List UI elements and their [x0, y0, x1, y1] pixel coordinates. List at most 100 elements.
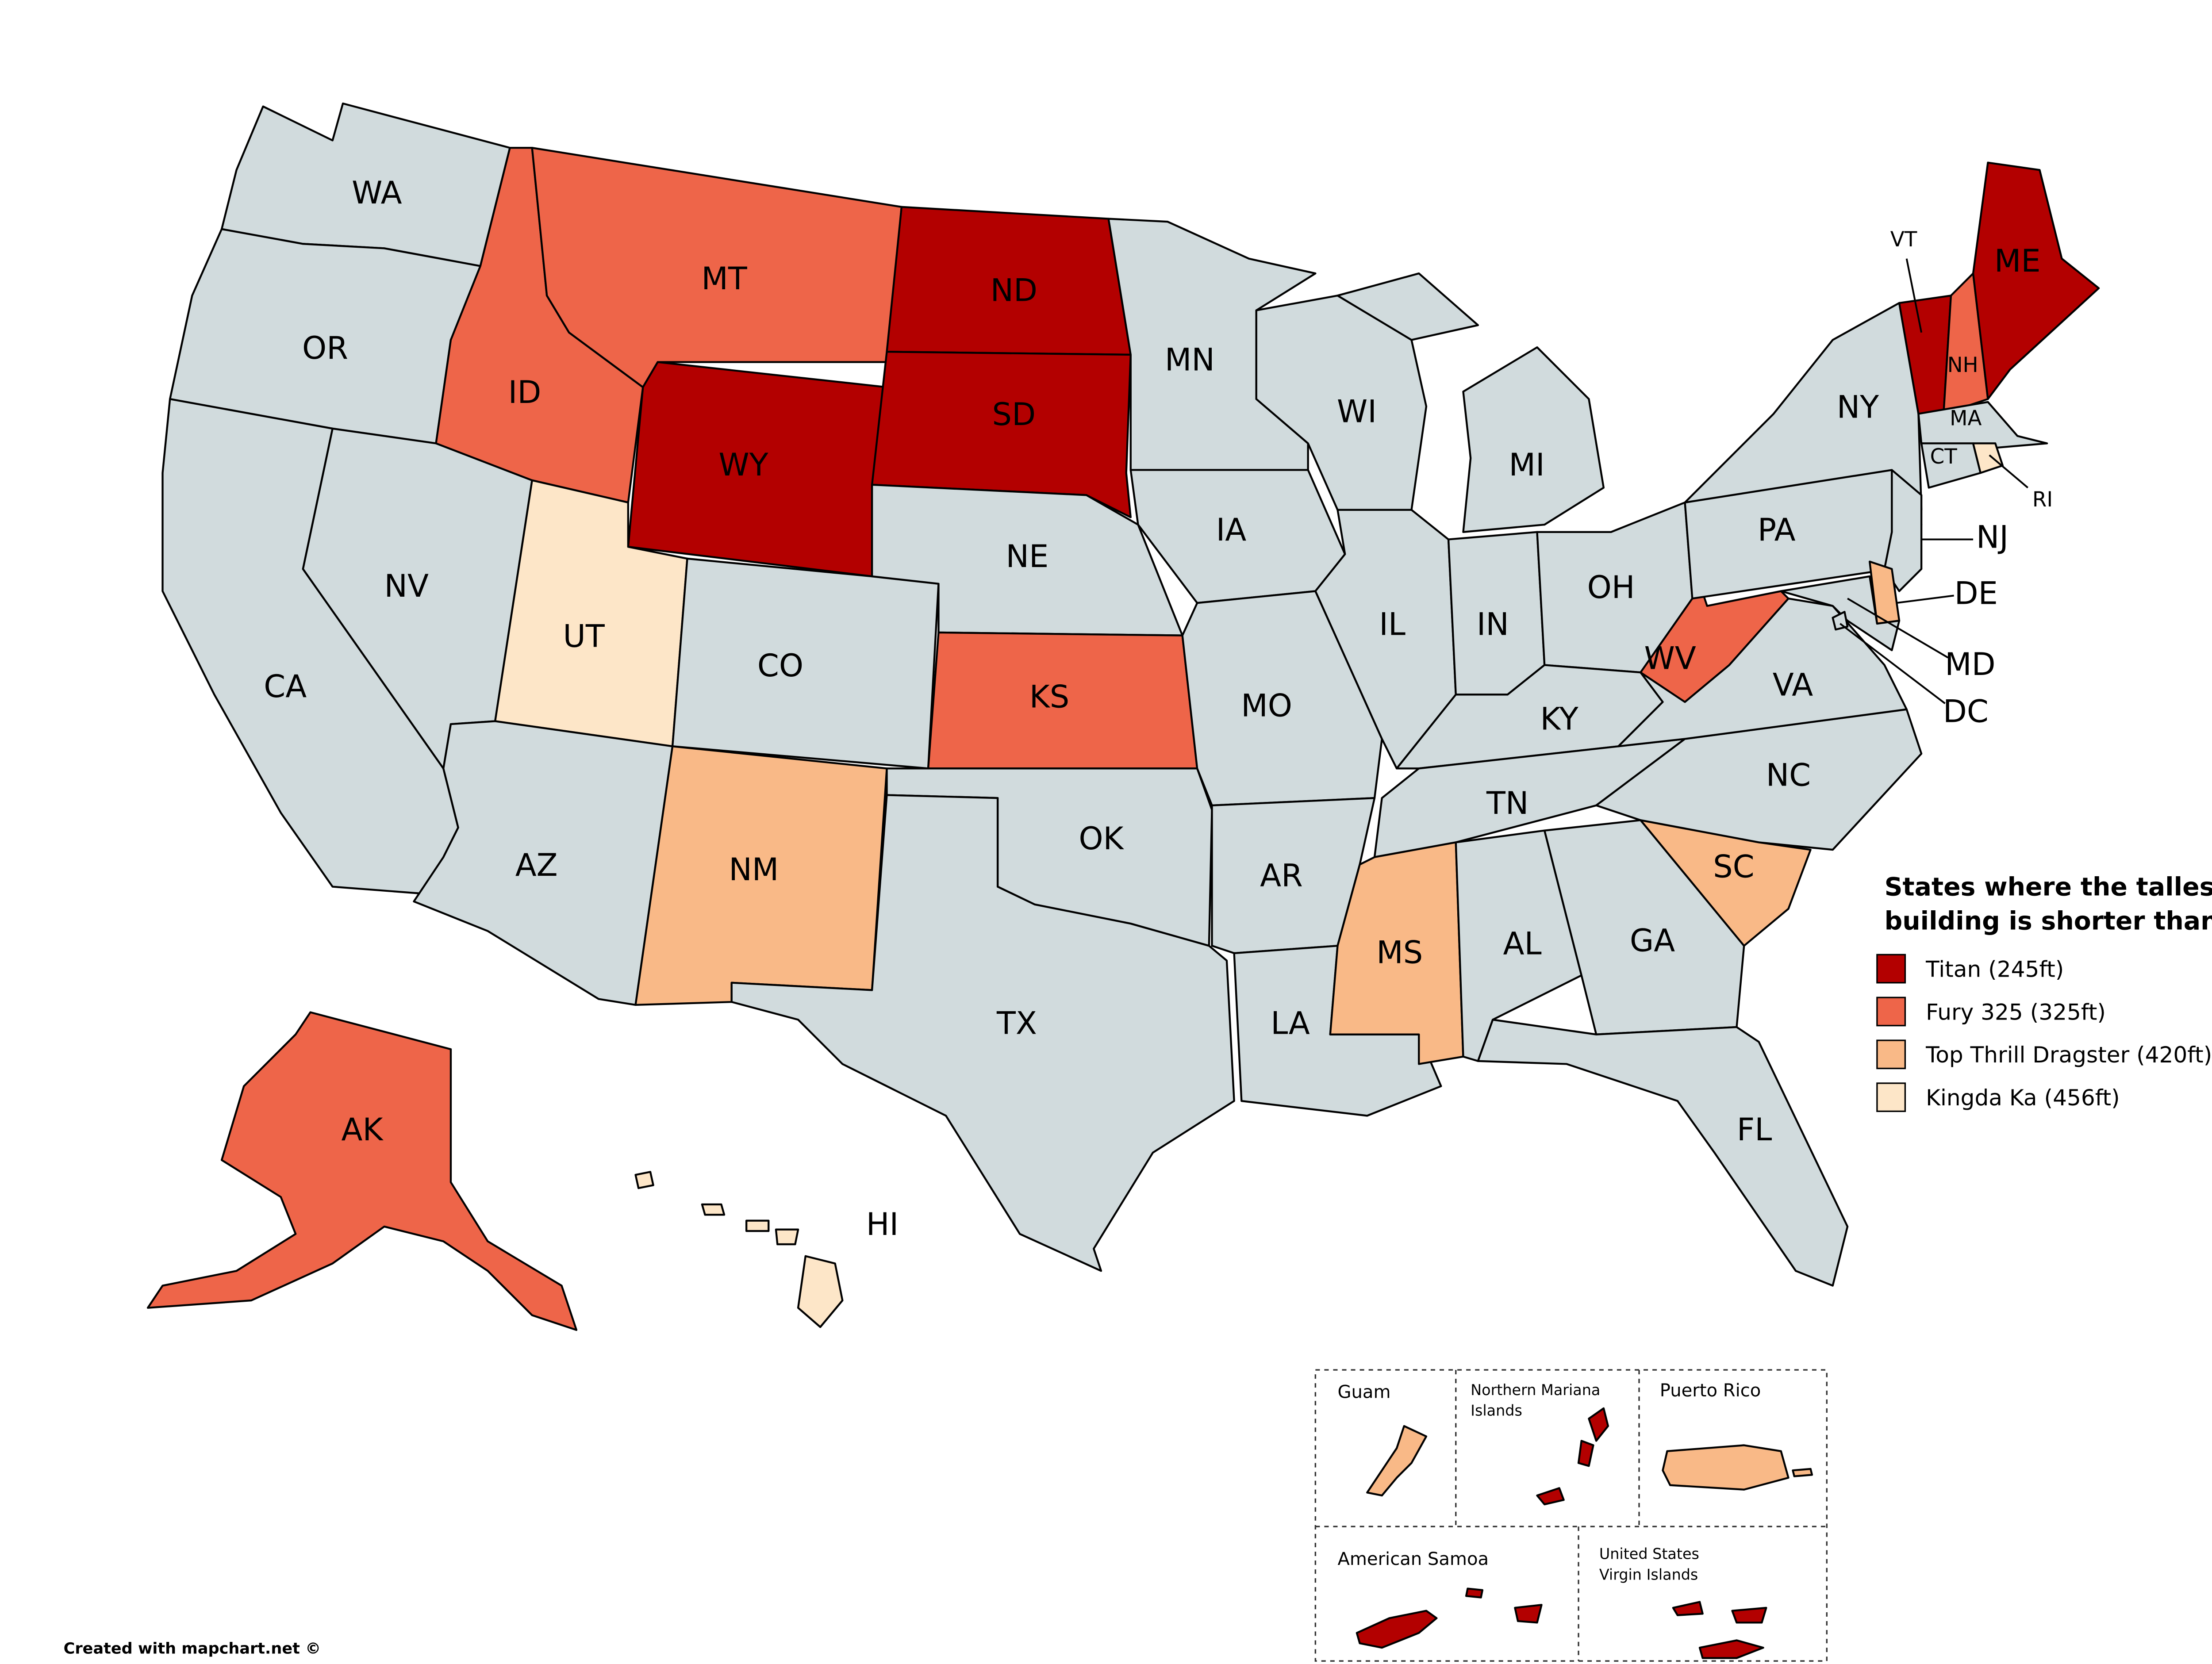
state-label: MO	[1241, 687, 1292, 724]
state-label: UT	[563, 618, 605, 654]
state	[1832, 611, 1849, 631]
territory-shape	[1698, 1639, 1764, 1659]
state-label: DC	[1943, 694, 1989, 730]
legend-title: building is shorter than:	[1885, 906, 2212, 936]
footer: Created with mapchart.net ©	[64, 1640, 321, 1658]
legend-title: States where the tallest	[1885, 873, 2212, 902]
state-label: HI	[866, 1206, 899, 1242]
inset-label: Guam	[1337, 1382, 1390, 1403]
state-label: VA	[1773, 667, 1813, 703]
state-label: SD	[992, 396, 1036, 433]
state-label: WV	[1644, 640, 1696, 676]
inset-label: Virgin Islands	[1599, 1566, 1698, 1583]
state	[671, 557, 940, 770]
state	[1972, 161, 2100, 400]
state	[1336, 272, 1605, 533]
state-label: OR	[302, 330, 348, 366]
inset-label: Puerto Rico	[1660, 1380, 1761, 1401]
state-label: AK	[342, 1112, 384, 1148]
state-shape	[745, 1219, 770, 1232]
inset-territory	[1672, 1601, 1767, 1659]
inset-label: Islands	[1471, 1402, 1522, 1419]
legend: States where the tallest building is shor…	[1876, 873, 2212, 1112]
state-shape	[775, 1228, 799, 1246]
territory-shape	[1588, 1407, 1609, 1442]
state-label: CA	[264, 668, 307, 705]
state-label: OK	[1079, 820, 1124, 857]
state-label: MI	[1509, 447, 1545, 483]
state-shape	[1336, 272, 1479, 341]
state-label: NY	[1837, 389, 1879, 426]
state-label: NH	[1947, 353, 1978, 377]
state-label: AR	[1260, 858, 1303, 894]
state-label: AL	[1503, 925, 1542, 962]
state-label: KY	[1540, 701, 1578, 737]
state-label: WA	[352, 175, 402, 211]
state-label: ND	[991, 272, 1037, 309]
state-label: CT	[1930, 445, 1958, 469]
state-shape	[1972, 161, 2100, 400]
insets: Guam Northern Mariana Islands Puerto Rico Am…	[1314, 1369, 1828, 1662]
legend-label: Top Thrill Dragster (420ft)	[1925, 1042, 2212, 1068]
state-label: ID	[508, 374, 541, 410]
state-label: MS	[1376, 934, 1423, 970]
state-label: WY	[718, 447, 768, 483]
state-label: IL	[1379, 606, 1406, 643]
state-label: KS	[1029, 679, 1070, 715]
state	[634, 1171, 844, 1328]
territory-shape	[1577, 1440, 1594, 1467]
state-label: LA	[1271, 1005, 1310, 1042]
state-label: NJ	[1976, 519, 2008, 556]
state-label: SC	[1713, 849, 1755, 885]
inset-territory	[1536, 1407, 1609, 1506]
territory-shape	[1672, 1601, 1704, 1616]
legend-swatch	[1876, 1039, 1906, 1070]
leader-line	[1989, 454, 2028, 489]
territory-shape	[1662, 1444, 1790, 1491]
state-label: NV	[384, 568, 429, 604]
state-label: ME	[1994, 243, 2041, 279]
state-label: WI	[1337, 394, 1377, 430]
state-label: RI	[2032, 488, 2053, 512]
territory-shape	[1366, 1425, 1428, 1497]
territory-shape	[1731, 1606, 1767, 1624]
state-label: NM	[729, 851, 779, 888]
state-label: MD	[1945, 646, 1996, 682]
state-label: GA	[1630, 923, 1675, 959]
legend-label: Fury 325 (325ft)	[1926, 999, 2106, 1025]
state-shape	[1462, 346, 1605, 533]
inset-territory	[1662, 1444, 1813, 1491]
state-label: VT	[1890, 228, 1917, 252]
state	[146, 1011, 578, 1331]
state-label: NC	[1766, 757, 1811, 793]
territory-shape	[1356, 1610, 1438, 1649]
states	[146, 102, 2100, 1331]
state-shape	[701, 1203, 726, 1216]
state-label: FL	[1737, 1112, 1772, 1148]
state-shape	[146, 1011, 578, 1331]
state-shape	[1832, 611, 1849, 631]
territory-shape	[1792, 1468, 1813, 1477]
territory-shape	[1514, 1604, 1543, 1624]
state	[730, 794, 1235, 1272]
state-label: AZ	[515, 847, 558, 883]
state-shape	[730, 794, 1235, 1272]
inset-label: Northern Mariana	[1471, 1381, 1600, 1399]
territory-shape	[1536, 1487, 1565, 1506]
inset-territory	[1366, 1425, 1428, 1497]
legend-swatch	[1876, 997, 1906, 1027]
state-label: PA	[1758, 512, 1796, 548]
legend-label: Titan (245ft)	[1925, 956, 2064, 982]
state-shape	[1477, 1019, 1849, 1287]
inset-territory	[1356, 1587, 1543, 1649]
state-label: IA	[1216, 512, 1247, 548]
inset-frame	[1314, 1369, 1828, 1662]
state-label: MT	[701, 261, 748, 297]
leader-line	[1839, 623, 1946, 704]
state-label: CO	[757, 648, 803, 684]
leader-line	[1847, 598, 1949, 659]
legend-swatch	[1876, 1082, 1906, 1112]
state-shape	[634, 1171, 654, 1189]
state-label: MN	[1165, 342, 1215, 378]
state-shape	[797, 1255, 844, 1328]
